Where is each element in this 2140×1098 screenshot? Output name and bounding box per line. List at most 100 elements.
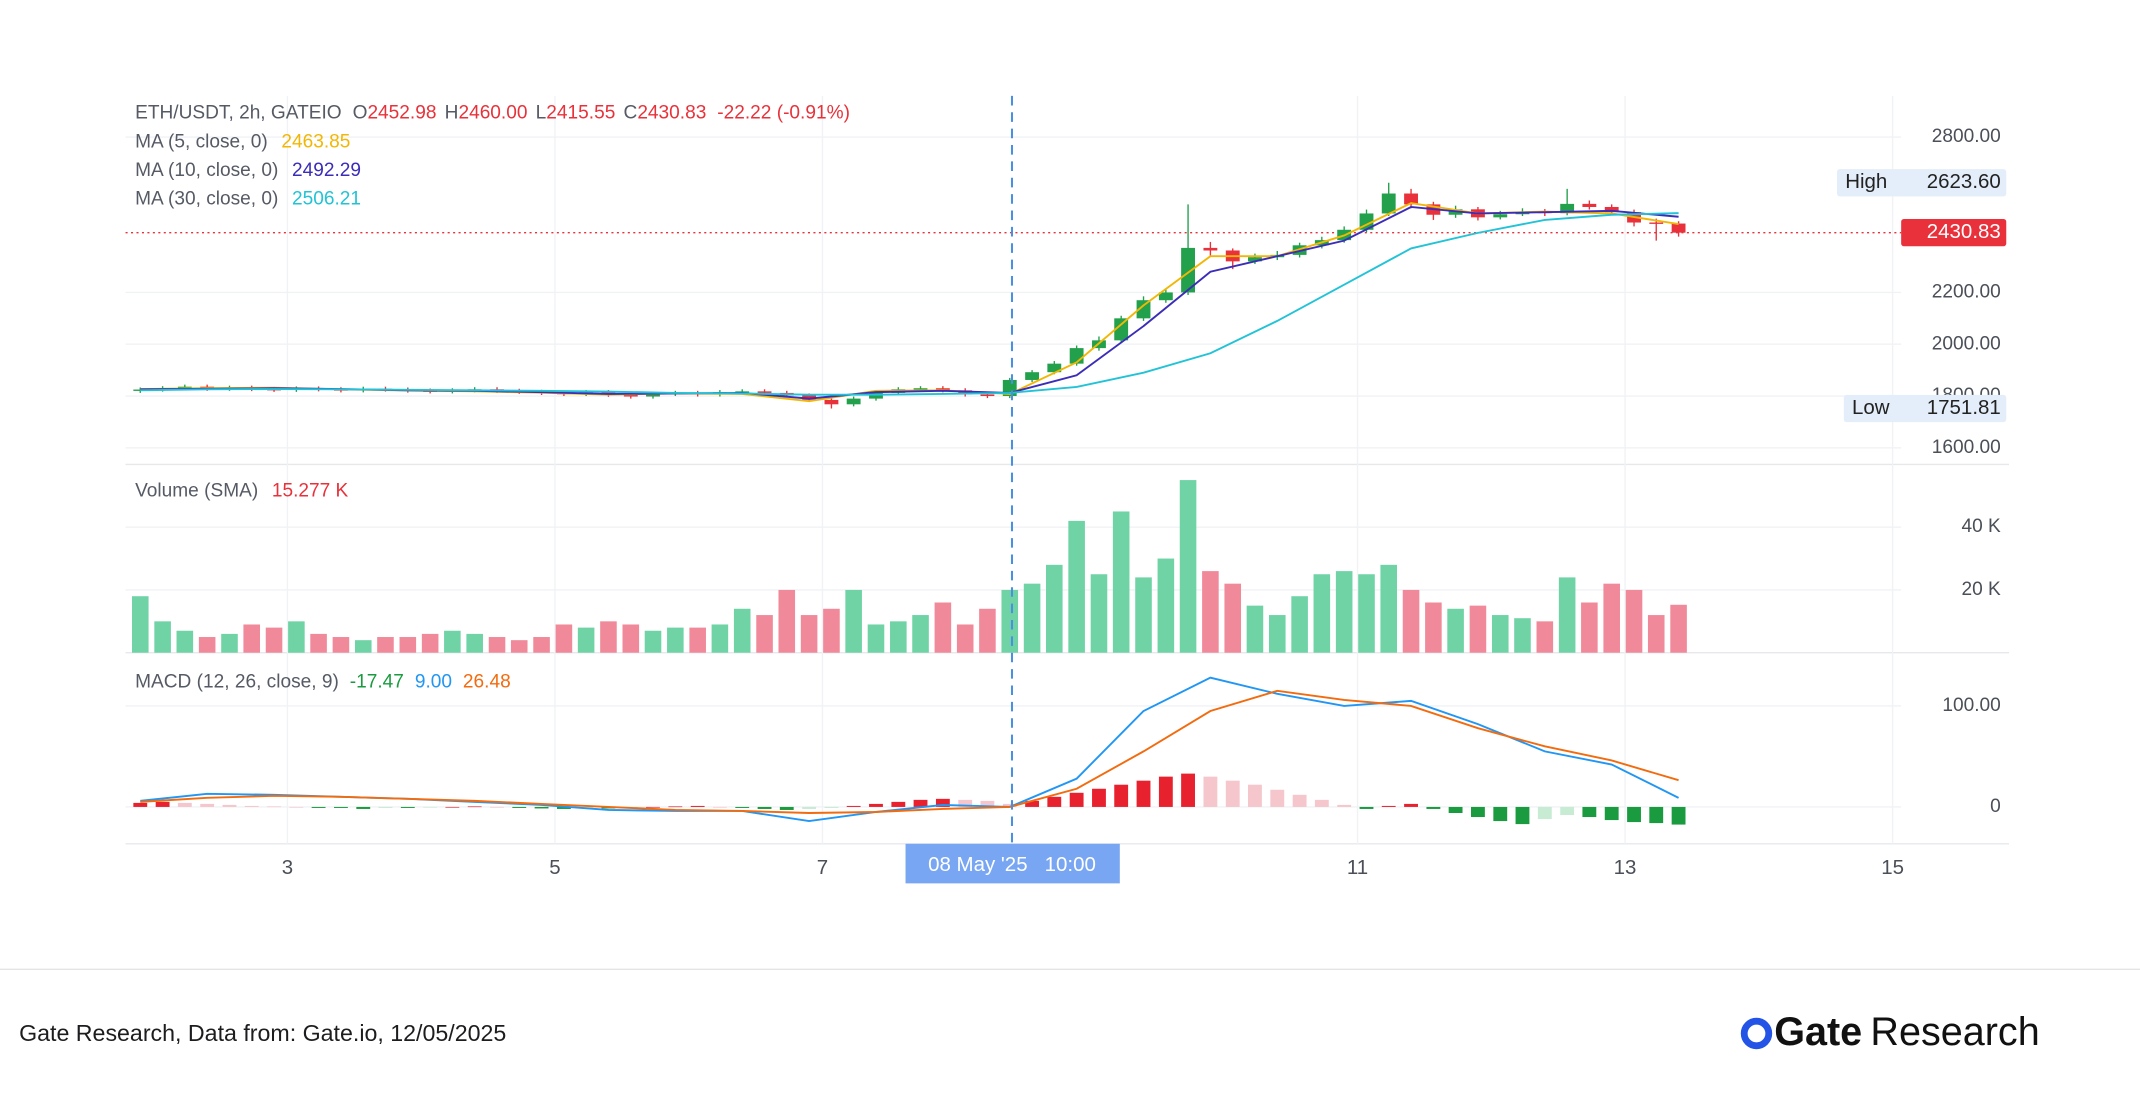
volume-bar — [354, 640, 372, 653]
volume-bar — [131, 596, 149, 653]
candle-body — [869, 392, 883, 399]
volume-bar — [1135, 577, 1152, 653]
volume-bar — [1358, 574, 1375, 653]
volume-bar — [689, 627, 706, 653]
macd-histogram-bar — [958, 799, 973, 807]
macd-legend: MACD (12, 26, close, 9) -17.47 9.00 26.48 — [135, 672, 511, 693]
macd-histogram-bar — [757, 806, 772, 809]
macd-histogram-bar — [1270, 789, 1285, 807]
crosshair-tag — [905, 843, 1120, 884]
macd-histogram-bar — [935, 798, 950, 807]
macd-histogram-bar — [1471, 806, 1485, 818]
macd-histogram-bar — [646, 806, 660, 808]
macd-histogram-bar — [200, 803, 215, 807]
volume-bar — [1447, 608, 1464, 653]
candle-body — [1181, 247, 1195, 293]
ma-value: 2506.21 — [292, 189, 361, 210]
candle-body — [1671, 223, 1686, 233]
macd-histogram-bar — [267, 806, 281, 808]
volume-bar — [979, 608, 996, 653]
macd-histogram-bar — [891, 801, 906, 807]
y-tick-label: 0 — [1990, 796, 2001, 817]
macd-histogram-bar — [467, 806, 482, 808]
volume-bar — [221, 633, 238, 653]
volume-title: Volume (SMA) — [135, 481, 258, 502]
ma-name: MA (10, close, 0) — [135, 160, 278, 181]
candle-body — [1158, 292, 1173, 301]
brand-logo: Gate Research — [1774, 1010, 2039, 1054]
macd-histogram-bar — [423, 806, 438, 808]
volume-bar — [644, 630, 662, 653]
x-tick-label: 13 — [1614, 856, 1637, 879]
macd-title: MACD (12, 26, close, 9) — [135, 672, 339, 693]
volume-bar — [399, 637, 417, 653]
volume-bar — [1112, 511, 1130, 653]
macd-histogram-bar — [1136, 780, 1151, 807]
volume-bar — [733, 608, 751, 653]
volume-bar — [1179, 480, 1197, 653]
macd-histogram-bar — [824, 806, 839, 808]
volume-bar — [243, 624, 260, 653]
macd-histogram-bar — [1604, 806, 1619, 821]
volume-bar — [154, 621, 171, 653]
macd-histogram-bar — [1448, 806, 1463, 813]
macd-histogram-bar — [1582, 806, 1597, 818]
candle-body — [1203, 247, 1218, 251]
volume-bar — [288, 621, 305, 653]
macd-value: 9.00 — [415, 672, 452, 693]
macd-histogram-bar — [1114, 784, 1129, 807]
volume-bar — [1469, 605, 1487, 653]
volume-bar — [1313, 574, 1331, 653]
candle-body — [623, 394, 638, 397]
macd-histogram-bar — [556, 806, 571, 809]
high-marker — [1837, 169, 2007, 197]
macd-histogram-bar — [1158, 776, 1173, 807]
volume-bar — [1001, 589, 1019, 653]
y-tick-label: 20 K — [1962, 579, 2002, 600]
volume-bar — [510, 640, 528, 653]
volume-bar — [1068, 520, 1085, 653]
volume-bar — [265, 627, 283, 653]
marker-label: High — [1845, 170, 1887, 193]
ma-legend: MA (5, close, 0) 2463.85 — [135, 131, 350, 152]
macd-histogram-bar — [311, 806, 326, 808]
last-price-tag — [1901, 219, 2007, 247]
macd-histogram-bar — [980, 800, 995, 807]
candle-body — [1381, 193, 1396, 214]
macd-histogram-bar — [1248, 784, 1262, 807]
macd-histogram-bar — [1671, 806, 1686, 825]
brand-icon — [1740, 1017, 1773, 1050]
volume-bar — [1268, 615, 1286, 653]
volume-bar — [800, 615, 818, 653]
volume-bar — [1224, 583, 1242, 653]
volume-bar — [555, 624, 573, 653]
volume-bar — [1291, 596, 1308, 653]
candle-body — [1649, 222, 1664, 224]
ohlc-label: C — [624, 103, 638, 124]
volume-bar — [421, 633, 439, 653]
candle-body — [1136, 300, 1151, 319]
ohlc-value: 2460.00 — [458, 103, 527, 124]
macd-histogram-bar — [1047, 796, 1062, 807]
candle-body — [1248, 257, 1262, 262]
candle-body — [846, 398, 861, 405]
volume-bar — [332, 637, 350, 653]
ohlc-value: 2452.98 — [367, 103, 436, 124]
volume-bar — [756, 615, 773, 653]
macd-histogram-bar — [1537, 806, 1552, 820]
macd-histogram-bar — [1515, 806, 1530, 825]
candle-body — [1493, 214, 1508, 218]
macd-histogram-bar — [133, 802, 148, 807]
volume-bar — [1335, 571, 1353, 653]
macd-histogram-bar — [490, 806, 504, 808]
volume-bar — [1090, 574, 1108, 653]
volume-bar — [1246, 605, 1264, 653]
macd-histogram-bar — [445, 806, 460, 808]
volume-bar — [1046, 564, 1063, 653]
crosshair-label: 08 May '25 10:00 — [928, 853, 1096, 876]
y-tick-label: 2200.00 — [1932, 281, 2001, 302]
volume-bar — [845, 589, 862, 653]
macd-histogram-bar — [913, 799, 928, 807]
ohlc-label: L — [536, 103, 547, 124]
